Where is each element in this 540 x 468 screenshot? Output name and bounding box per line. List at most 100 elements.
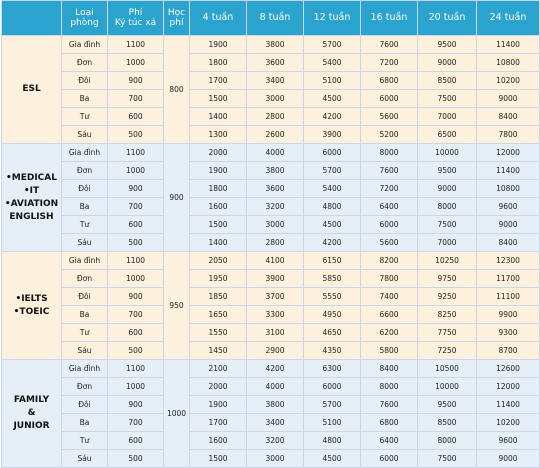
header-dorm-fee-line: Ký túc xá [114, 18, 157, 28]
price-cell: 1500 [189, 89, 247, 108]
room-type-cell: Sáu [61, 233, 108, 252]
price-cell: 8250 [417, 305, 477, 324]
price-cell: 5550 [303, 287, 361, 306]
price-cell: 11100 [476, 287, 540, 306]
price-cell: 3200 [246, 197, 304, 216]
price-cell: 1500 [189, 449, 247, 468]
dorm-fee-cell: 700 [107, 89, 164, 108]
room-type-cell: Đơn [61, 53, 108, 72]
table-row: Đơn 1000 2000 4000 6000 8000 10000 12000 [2, 377, 540, 396]
program-name-cell: FAMILY & JUNIOR [1, 359, 62, 468]
price-cell: 10200 [476, 71, 540, 90]
price-cell: 4800 [303, 431, 361, 450]
price-cell: 1800 [189, 179, 247, 198]
price-cell: 9600 [476, 197, 540, 216]
price-cell: 7500 [417, 215, 477, 234]
price-cell: 3600 [246, 179, 304, 198]
room-type-cell: Đôi [61, 179, 108, 198]
header-tuition-line: phí [169, 18, 184, 28]
header-tuition-line: Học [167, 8, 186, 18]
price-cell: 9500 [417, 161, 477, 180]
header-week: 16 tuần [360, 0, 418, 36]
price-cell: 9500 [417, 395, 477, 414]
price-cell: 6600 [360, 305, 418, 324]
price-cell: 3800 [246, 161, 304, 180]
dorm-fee-cell: 600 [107, 107, 164, 126]
room-type-cell: Gia đình [61, 359, 108, 378]
tuition-cell: 1000 [163, 359, 190, 468]
price-cell: 4800 [303, 197, 361, 216]
price-cell: 5400 [303, 179, 361, 198]
header-room-type-line: phòng [70, 18, 99, 28]
price-cell: 1600 [189, 197, 247, 216]
price-cell: 9750 [417, 269, 477, 288]
table-row: Đôi 900 1700 3400 5100 6800 8500 10200 [2, 71, 540, 90]
table-row: Tư 600 1550 3100 4650 6200 7750 9300 [2, 323, 540, 342]
dorm-fee-cell: 600 [107, 215, 164, 234]
price-cell: 3200 [246, 431, 304, 450]
dorm-fee-cell: 600 [107, 431, 164, 450]
price-cell: 7000 [417, 233, 477, 252]
price-cell: 4000 [246, 377, 304, 396]
price-cell: 7200 [360, 53, 418, 72]
price-cell: 6200 [360, 323, 418, 342]
dorm-fee-cell: 1100 [107, 359, 164, 378]
price-cell: 4100 [246, 251, 304, 270]
price-cell: 8400 [360, 359, 418, 378]
dorm-fee-cell: 1100 [107, 35, 164, 54]
price-cell: 6150 [303, 251, 361, 270]
price-cell: 6000 [360, 89, 418, 108]
price-cell: 5850 [303, 269, 361, 288]
program-name-line: •IELTS [15, 293, 48, 304]
price-cell: 4200 [303, 107, 361, 126]
header-dorm-fee: Phí Ký túc xá [107, 0, 164, 36]
room-type-cell: Đôi [61, 395, 108, 414]
price-cell: 4500 [303, 449, 361, 468]
header-week: 4 tuần [189, 0, 247, 36]
price-cell: 1400 [189, 107, 247, 126]
room-type-cell: Ba [61, 197, 108, 216]
price-cell: 1900 [189, 35, 247, 54]
price-cell: 8000 [360, 377, 418, 396]
price-cell: 6000 [303, 377, 361, 396]
table-row: Đôi 900 1900 3800 5700 7600 9500 11400 [2, 395, 540, 414]
program-name-line: FAMILY [13, 395, 50, 405]
price-cell: 10250 [417, 251, 477, 270]
price-cell: 3900 [303, 125, 361, 144]
price-cell: 1900 [189, 161, 247, 180]
price-cell: 2800 [246, 233, 304, 252]
dorm-fee-cell: 700 [107, 197, 164, 216]
price-cell: 12000 [476, 377, 540, 396]
program-name-cell: •IELTS •TOEIC [1, 251, 62, 360]
price-cell: 4000 [246, 143, 304, 162]
program-name-line: •MEDICAL [6, 172, 57, 183]
price-cell: 2000 [189, 377, 247, 396]
price-cell: 5700 [303, 35, 361, 54]
price-cell: 1650 [189, 305, 247, 324]
room-type-cell: Đôi [61, 287, 108, 306]
price-cell: 8400 [476, 107, 540, 126]
table-row: Sáu 500 1400 2800 4200 5600 7000 8400 [2, 233, 540, 252]
dorm-fee-cell: 900 [107, 287, 164, 306]
price-cell: 6000 [360, 215, 418, 234]
program-name-line: & [27, 408, 36, 418]
price-cell: 9500 [417, 35, 477, 54]
dorm-fee-cell: 1000 [107, 269, 164, 288]
table-row: Sáu 500 1450 2900 4350 5800 7250 8700 [2, 341, 540, 360]
room-type-cell: Đơn [61, 377, 108, 396]
price-cell: 7500 [417, 89, 477, 108]
table-row: Đơn 1000 1950 3900 5850 7800 9750 11700 [2, 269, 540, 288]
room-type-cell: Sáu [61, 125, 108, 144]
table-row: Sáu 500 1300 2600 3900 5200 6500 7800 [2, 125, 540, 144]
price-cell: 10200 [476, 413, 540, 432]
price-cell: 9250 [417, 287, 477, 306]
price-cell: 1400 [189, 233, 247, 252]
price-cell: 10800 [476, 179, 540, 198]
price-cell: 7600 [360, 161, 418, 180]
header-week: 20 tuần [417, 0, 477, 36]
price-cell: 11400 [476, 35, 540, 54]
header-dorm-fee-line: Phí [128, 8, 143, 18]
price-cell: 9000 [417, 53, 477, 72]
price-cell: 7250 [417, 341, 477, 360]
price-cell: 7500 [417, 449, 477, 468]
